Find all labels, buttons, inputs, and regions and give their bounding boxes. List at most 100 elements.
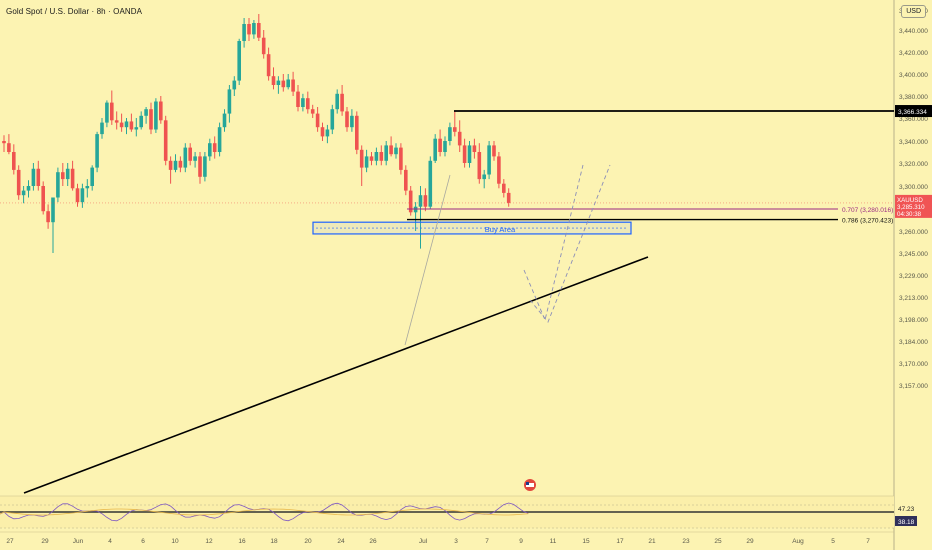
candle-body (364, 156, 369, 168)
candle (384, 141, 388, 166)
candle (350, 109, 354, 132)
candle-body (212, 143, 217, 152)
candle (149, 102, 153, 135)
candle-body (418, 195, 423, 207)
candle-body (340, 93, 344, 112)
candle (75, 183, 80, 207)
current-tag-price: 3,285.310 (897, 204, 925, 211)
candle (217, 122, 222, 157)
candle (198, 152, 202, 184)
price-tick-label: 3,380.000 (899, 94, 928, 101)
candle-body (497, 156, 501, 184)
candle-body (355, 115, 359, 150)
current-tag-symbol: XAUUSD (897, 197, 923, 204)
candle (163, 115, 168, 166)
candle (335, 89, 339, 114)
currency-button[interactable]: USD (901, 5, 926, 18)
rsi-signal-line (0, 508, 529, 516)
candle (119, 113, 124, 132)
candle (129, 113, 134, 132)
candle-body (310, 109, 315, 114)
candle (306, 91, 310, 114)
candle-body (379, 152, 384, 161)
candle (85, 179, 90, 198)
candle-body (467, 145, 472, 163)
candle (413, 202, 418, 231)
candle-body (335, 93, 339, 110)
candle (271, 67, 276, 90)
candle-body (291, 79, 295, 92)
candle-body (21, 190, 26, 196)
candle-body (105, 102, 109, 123)
candle (41, 181, 45, 215)
candle-body (134, 127, 139, 130)
candle-body (492, 145, 496, 157)
candle-body (41, 186, 45, 212)
candlestick-series (2, 14, 511, 253)
candle-body (325, 129, 330, 137)
candle (114, 111, 119, 130)
price-axis[interactable]: 3,460.0003,440.0003,420.0003,400.0003,38… (893, 0, 928, 550)
candle (247, 18, 251, 41)
candle-body (359, 149, 364, 168)
price-tick-label: 3,260.000 (899, 229, 928, 236)
candle-body (237, 41, 241, 81)
candle-body (144, 109, 148, 116)
candle-body (482, 174, 486, 180)
projection-path-2 (529, 164, 611, 323)
candle (408, 186, 413, 216)
candle-body (217, 127, 222, 152)
candle-body (257, 23, 261, 38)
symbol-title[interactable]: Gold Spot / U.S. Dollar · 8h · OANDA (6, 7, 143, 16)
candle-body (7, 143, 11, 152)
candle (100, 118, 104, 139)
time-tick-label: 24 (337, 538, 345, 545)
candle-body (114, 120, 119, 123)
time-tick-label: 29 (746, 538, 754, 545)
candle-body (70, 168, 75, 189)
candle (144, 107, 148, 124)
candle-body (198, 156, 202, 177)
price-tick-label: 3,400.000 (899, 72, 928, 79)
candle (266, 47, 271, 81)
candle (242, 18, 246, 48)
candle (31, 163, 36, 191)
candle (134, 118, 139, 137)
candle-body (46, 211, 50, 223)
rsi-value-2: 38.18 (898, 519, 915, 526)
candle-body (193, 156, 197, 161)
candle-body (242, 24, 246, 41)
candle-body (261, 37, 266, 55)
time-axis[interactable]: 27 29 Jun 4 6 10 12 16 18 20 24 26 Jul 3 7 9 11 15 17 21 23 2… (0, 531, 894, 545)
candle (428, 156, 433, 209)
price-tick-label: 3,170.000 (899, 361, 928, 368)
candle (178, 156, 183, 173)
candle-body (2, 141, 6, 144)
candle-body (168, 160, 173, 170)
candle-body (247, 24, 251, 35)
candle-body (124, 121, 129, 128)
candle-body (139, 115, 143, 128)
candle-body (487, 145, 491, 175)
candle (301, 93, 305, 112)
candle (139, 111, 143, 130)
candle (320, 122, 325, 141)
candle (110, 90, 114, 125)
candle (168, 156, 173, 184)
candle-body (404, 169, 408, 191)
price-tick-label: 3,184.000 (899, 339, 928, 346)
candle (281, 74, 286, 92)
price-tick-label: 3,198.000 (899, 317, 928, 324)
candle-body (252, 23, 256, 35)
candle (492, 141, 496, 161)
candle (457, 120, 462, 152)
candle (183, 143, 188, 173)
candle (212, 136, 217, 159)
candle-body (281, 80, 286, 88)
candle-body (472, 145, 477, 152)
candle (257, 14, 261, 41)
impulse-leg-line (404, 174, 451, 346)
candle-body (413, 206, 418, 213)
candle-body (408, 190, 413, 213)
